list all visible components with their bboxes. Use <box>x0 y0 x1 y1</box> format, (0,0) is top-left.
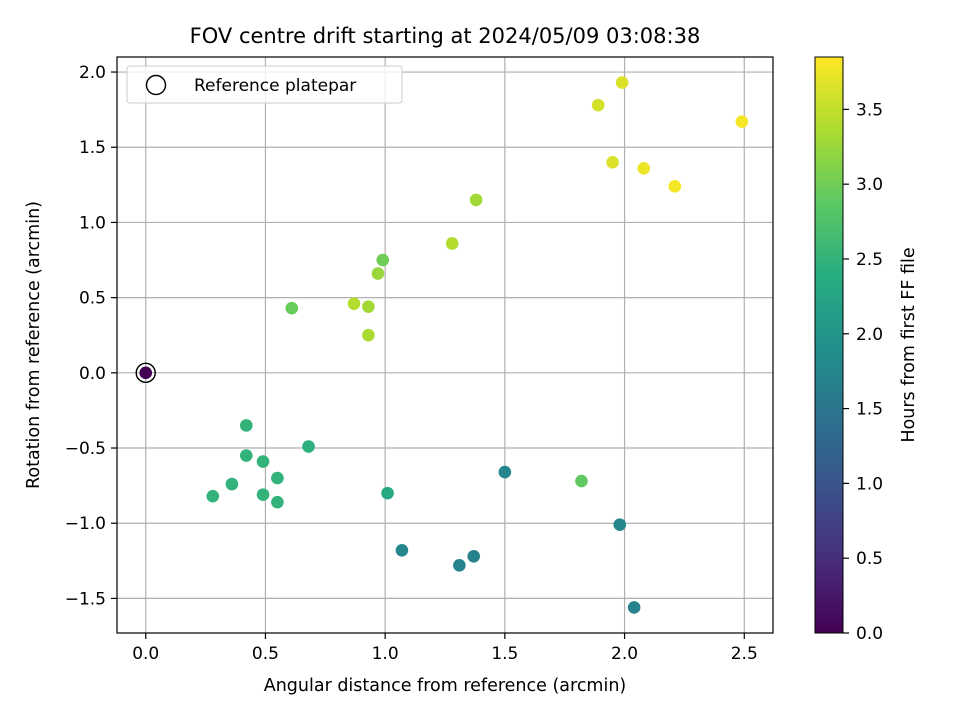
data-point <box>467 550 481 563</box>
colorbar-tick-label: 0.0 <box>856 624 883 644</box>
data-point <box>362 300 375 313</box>
data-point <box>615 76 629 89</box>
x-tick-label: 0.0 <box>132 644 159 664</box>
y-tick-label: 2.0 <box>79 63 106 83</box>
colorbar-tick-label: 2.5 <box>856 250 883 270</box>
data-point <box>627 601 641 614</box>
data-point <box>735 115 749 128</box>
colorbar-tick-label: 1.5 <box>856 400 883 420</box>
data-points <box>139 76 749 614</box>
data-point <box>225 477 239 491</box>
data-point <box>271 495 284 509</box>
data-point <box>362 328 375 342</box>
colorbar-label: Hours from first FF file <box>899 247 919 442</box>
plot-frame <box>116 56 774 634</box>
data-point <box>139 366 153 380</box>
colorbar-tick-label: 1.0 <box>856 474 883 494</box>
data-point <box>498 465 512 479</box>
x-tick-label: 0.5 <box>252 644 279 664</box>
y-tick-label: 0.0 <box>79 364 106 384</box>
data-point <box>285 301 299 315</box>
data-point <box>239 449 253 462</box>
data-point <box>371 267 385 280</box>
y-axis-label: Rotation from reference (arcmin) <box>24 201 44 489</box>
reference-platepar-marker <box>135 362 156 384</box>
data-point <box>575 474 588 488</box>
data-point <box>453 559 466 572</box>
data-point <box>347 297 361 310</box>
grid-lines <box>117 57 773 633</box>
x-tick-label: 1.0 <box>372 644 399 664</box>
data-point <box>381 486 394 500</box>
x-tick-label: 2.5 <box>731 644 758 664</box>
data-point <box>668 180 682 193</box>
colorbar-tick-label: 3.5 <box>856 100 883 120</box>
colorbar-tick-label: 0.5 <box>856 549 883 569</box>
data-point <box>206 489 220 503</box>
legend-box <box>126 65 403 104</box>
y-tick-label: −1.5 <box>65 589 106 609</box>
data-point <box>613 518 627 532</box>
x-axis-label: Angular distance from reference (arcmin) <box>264 676 627 696</box>
colorbar-tick-label: 2.0 <box>856 325 883 345</box>
data-point <box>376 253 390 267</box>
y-axis-ticks: −1.5 −1.0 −0.5 0.0 0.5 1.0 1.5 2.0 <box>65 63 117 609</box>
data-point <box>271 471 284 485</box>
data-point <box>256 455 270 468</box>
colorbar: 0.0 0.5 1.0 1.5 2.0 2.5 3.0 3.5 Hours from firs… <box>814 56 919 644</box>
data-point <box>239 419 253 432</box>
y-tick-label: 1.0 <box>79 213 106 233</box>
y-tick-label: 0.5 <box>79 289 106 309</box>
y-tick-label: 1.5 <box>79 138 106 158</box>
legend: Reference platepar <box>126 65 403 104</box>
data-point <box>302 440 315 453</box>
data-point <box>445 237 459 250</box>
data-point <box>606 155 619 169</box>
y-tick-label: −0.5 <box>65 439 106 459</box>
legend-entry-label: Reference platepar <box>194 76 356 96</box>
x-tick-label: 2.0 <box>611 644 638 664</box>
colorbar-gradient <box>814 56 844 634</box>
x-axis-ticks: 0.0 0.5 1.0 1.5 2.0 2.5 <box>132 633 758 664</box>
legend-marker-icon <box>145 74 167 96</box>
data-point <box>637 161 651 175</box>
colorbar-ticks: 0.0 0.5 1.0 1.5 2.0 2.5 3.0 3.5 <box>843 100 883 644</box>
colorbar-tick-label: 3.0 <box>856 175 883 195</box>
data-point <box>395 543 409 557</box>
y-tick-label: −1.0 <box>65 514 106 534</box>
x-tick-label: 1.5 <box>491 644 518 664</box>
chart-title: FOV centre drift starting at 2024/05/09 … <box>190 24 701 48</box>
data-point <box>256 488 270 501</box>
reference-marker-group <box>135 362 156 384</box>
data-point <box>591 98 605 112</box>
data-point <box>469 193 483 207</box>
